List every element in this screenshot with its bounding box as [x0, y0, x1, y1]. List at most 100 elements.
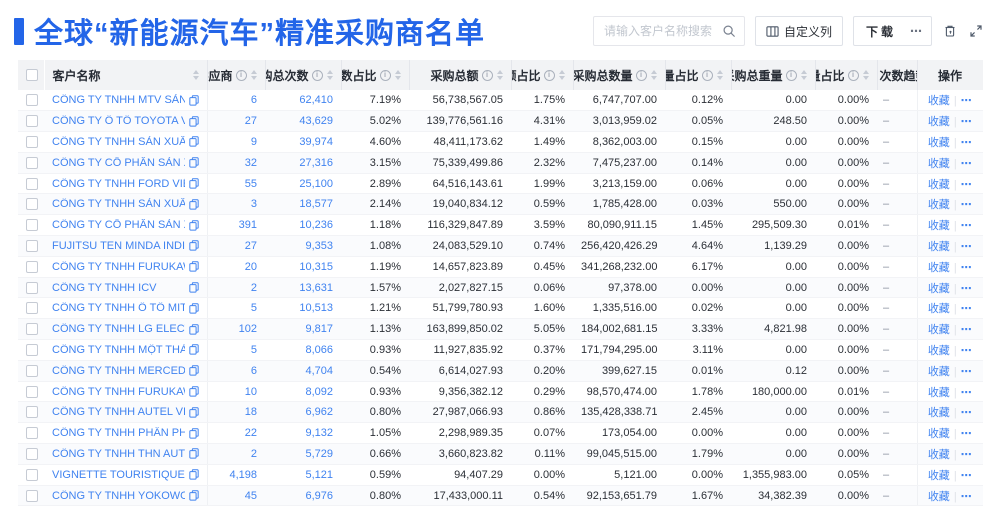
download-more-button[interactable]: ⋯ [908, 17, 931, 45]
value-link-purchase_count[interactable]: 10,513 [299, 302, 333, 315]
row-checkbox[interactable] [26, 447, 38, 460]
row-more-button[interactable]: ⋯ [960, 490, 973, 503]
row-more-button[interactable]: ⋯ [960, 407, 973, 420]
sort-icon[interactable] [192, 70, 199, 80]
favorite-button[interactable]: 收藏 [927, 407, 950, 420]
row-more-button[interactable]: ⋯ [960, 261, 973, 274]
favorite-button[interactable]: 收藏 [927, 303, 950, 316]
favorite-button[interactable]: 收藏 [927, 282, 950, 295]
value-link-purchase_count[interactable]: 25,100 [299, 177, 333, 190]
sort-icon[interactable] [716, 70, 723, 80]
copy-icon[interactable] [188, 469, 199, 480]
company-name-link[interactable]: CÔNG TY TNHH LG ELECTRON... [52, 323, 185, 336]
row-checkbox[interactable] [26, 343, 38, 356]
row-checkbox[interactable] [26, 198, 38, 211]
company-name-link[interactable]: CÔNG TY TNHH Ô TÔ MITSUBI... [52, 302, 185, 315]
trash-icon[interactable] [942, 23, 958, 39]
value-link-suppliers[interactable]: 32 [244, 156, 257, 169]
value-link-suppliers[interactable]: 27 [244, 239, 257, 252]
row-checkbox[interactable] [26, 323, 38, 336]
col-header-weight_pct[interactable]: 重量占比i [815, 60, 878, 90]
favorite-button[interactable]: 收藏 [927, 428, 950, 441]
favorite-button[interactable]: 收藏 [927, 261, 950, 274]
favorite-button[interactable]: 收藏 [927, 469, 950, 482]
row-more-button[interactable]: ⋯ [960, 469, 973, 482]
row-more-button[interactable]: ⋯ [960, 178, 973, 191]
sort-icon[interactable] [558, 70, 565, 80]
copy-icon[interactable] [188, 365, 199, 376]
row-more-button[interactable]: ⋯ [960, 344, 973, 357]
value-link-suppliers[interactable]: 2 [250, 447, 257, 460]
row-more-button[interactable]: ⋯ [960, 116, 973, 129]
value-link-purchase_count[interactable]: 9,817 [305, 323, 333, 336]
favorite-button[interactable]: 收藏 [927, 157, 950, 170]
value-link-purchase_count[interactable]: 9,132 [305, 427, 333, 440]
copy-icon[interactable] [188, 282, 199, 293]
value-link-purchase_count[interactable]: 9,353 [305, 239, 333, 252]
copy-icon[interactable] [188, 344, 199, 356]
row-more-button[interactable]: ⋯ [960, 324, 973, 337]
value-link-purchase_count[interactable]: 10,315 [299, 260, 333, 273]
search-icon[interactable] [722, 24, 736, 38]
company-name-link[interactable]: CÔNG TY Ô TÔ TOYOTA VIỆT ... [52, 115, 185, 128]
company-name-link[interactable]: CÔNG TY TNHH FURUKAWA A... [52, 385, 185, 398]
company-name-link[interactable]: CÔNG TY TNHH MỘT THÀNH V... [52, 343, 185, 356]
company-name-link[interactable]: CÔNG TY CỔ PHẦN SẢN XUẤT... [52, 219, 185, 232]
value-link-purchase_count[interactable]: 5,729 [305, 447, 333, 460]
value-link-purchase_count[interactable]: 10,236 [299, 219, 333, 232]
value-link-purchase_count[interactable]: 8,092 [305, 385, 333, 398]
value-link-suppliers[interactable]: 4,198 [229, 468, 257, 481]
col-header-quantity[interactable]: 采购总数量 i [573, 60, 666, 90]
row-more-button[interactable]: ⋯ [960, 282, 973, 295]
favorite-button[interactable]: 收藏 [927, 490, 950, 503]
sort-icon[interactable] [862, 70, 869, 80]
col-header-name[interactable]: 客户名称 [44, 60, 208, 90]
customer-search-box[interactable] [592, 16, 745, 46]
fullscreen-icon[interactable] [968, 23, 984, 39]
favorite-button[interactable]: 收藏 [927, 136, 950, 149]
info-icon[interactable]: i [635, 69, 647, 81]
row-more-button[interactable]: ⋯ [960, 386, 973, 399]
copy-icon[interactable] [188, 303, 199, 314]
row-checkbox[interactable] [26, 94, 38, 107]
favorite-button[interactable]: 收藏 [927, 116, 950, 129]
copy-icon[interactable] [188, 490, 199, 501]
row-more-button[interactable]: ⋯ [960, 220, 973, 233]
copy-icon[interactable] [188, 136, 199, 148]
row-more-button[interactable]: ⋯ [960, 136, 973, 149]
select-all-checkbox[interactable] [26, 69, 38, 81]
row-checkbox[interactable] [26, 489, 38, 502]
row-more-button[interactable]: ⋯ [960, 95, 973, 108]
value-link-suppliers[interactable]: 6 [250, 364, 257, 377]
row-checkbox[interactable] [26, 302, 38, 315]
value-link-suppliers[interactable]: 3 [250, 198, 257, 211]
row-checkbox[interactable] [26, 385, 38, 398]
row-checkbox[interactable] [26, 468, 38, 481]
row-checkbox[interactable] [26, 260, 38, 273]
row-checkbox[interactable] [26, 364, 38, 377]
value-link-suppliers[interactable]: 5 [250, 343, 257, 356]
row-more-button[interactable]: ⋯ [960, 448, 973, 461]
row-more-button[interactable]: ⋯ [960, 157, 973, 170]
info-icon[interactable]: i [481, 69, 493, 81]
sort-icon[interactable] [250, 70, 257, 80]
row-checkbox[interactable] [26, 115, 38, 128]
value-link-suppliers[interactable]: 9 [250, 135, 257, 148]
row-checkbox[interactable] [26, 135, 38, 148]
copy-icon[interactable] [188, 240, 199, 252]
value-link-purchase_count[interactable]: 27,316 [299, 156, 333, 169]
value-link-suppliers[interactable]: 391 [238, 219, 257, 232]
value-link-suppliers[interactable]: 2 [250, 281, 257, 294]
row-checkbox[interactable] [26, 427, 38, 440]
copy-icon[interactable] [188, 386, 199, 397]
info-icon[interactable]: i [311, 69, 323, 81]
company-name-link[interactable]: CÔNG TY TNHH PHÂN PHỐI T... [52, 427, 185, 440]
value-link-purchase_count[interactable]: 5,121 [305, 468, 333, 481]
info-icon[interactable]: i [785, 69, 797, 81]
row-more-button[interactable]: ⋯ [960, 428, 973, 441]
company-name-link[interactable]: CÔNG TY TNHH FORD VIỆT NAM [52, 177, 185, 190]
value-link-suppliers[interactable]: 55 [244, 177, 257, 190]
favorite-button[interactable]: 收藏 [927, 199, 950, 212]
favorite-button[interactable]: 收藏 [927, 365, 950, 378]
company-name-link[interactable]: CÔNG TY TNHH FURUKAWA A... [52, 260, 185, 273]
